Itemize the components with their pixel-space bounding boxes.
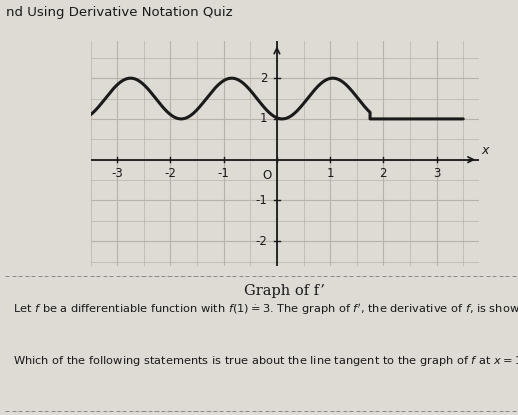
Text: Let $f$ be a differentiable function with $f(1)\overset{.}{=}3$. The graph of $f: Let $f$ be a differentiable function wit… [13, 302, 518, 317]
Text: Graph of f’: Graph of f’ [244, 283, 325, 298]
Text: 1: 1 [326, 167, 334, 180]
Text: 3: 3 [433, 167, 440, 180]
Text: -1: -1 [255, 194, 267, 207]
Text: -1: -1 [218, 167, 229, 180]
Text: -3: -3 [111, 167, 123, 180]
Text: 2: 2 [260, 72, 267, 85]
Text: nd Using Derivative Notation Quiz: nd Using Derivative Notation Quiz [6, 5, 233, 19]
Text: O: O [263, 168, 272, 182]
Text: -2: -2 [255, 234, 267, 248]
Text: -2: -2 [165, 167, 177, 180]
Text: Which of the following statements is true about the line tangent to the graph of: Which of the following statements is tru… [13, 354, 518, 368]
Text: x: x [482, 144, 489, 157]
Text: 1: 1 [260, 112, 267, 125]
Text: 2: 2 [380, 167, 387, 180]
